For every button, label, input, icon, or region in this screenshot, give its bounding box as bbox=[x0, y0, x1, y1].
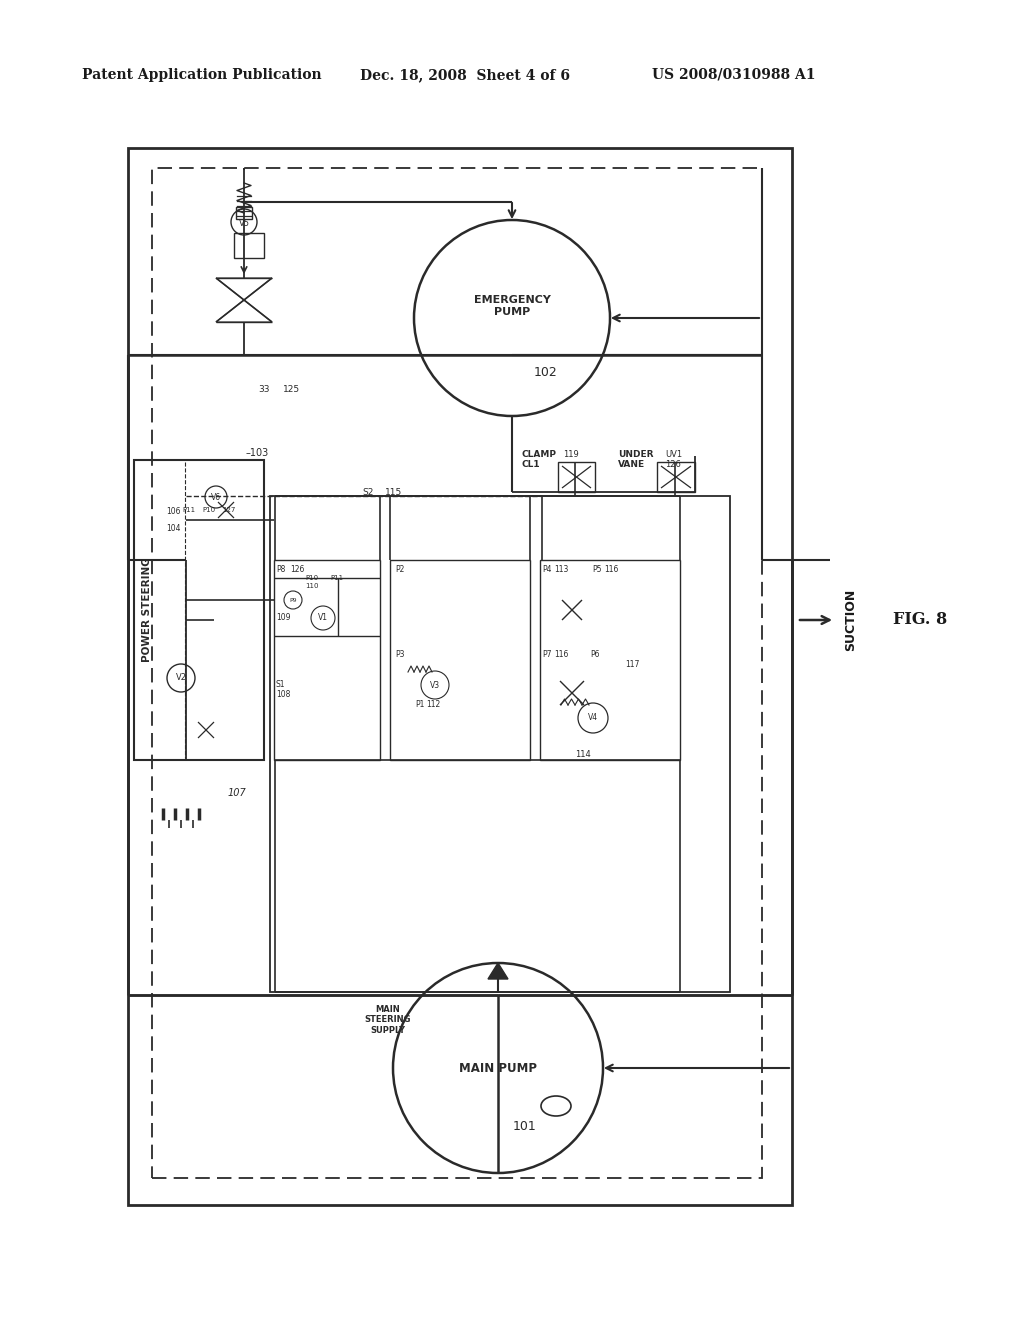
Text: V6: V6 bbox=[211, 492, 221, 502]
Bar bbox=[128, 148, 792, 1205]
Bar bbox=[152, 168, 762, 1177]
Text: MAIN
STEERING
SUPPLY: MAIN STEERING SUPPLY bbox=[365, 1005, 412, 1035]
Text: 125: 125 bbox=[283, 385, 300, 395]
Text: 102: 102 bbox=[534, 367, 558, 380]
Text: S1: S1 bbox=[276, 680, 286, 689]
Text: 117: 117 bbox=[625, 660, 639, 669]
Bar bbox=[236, 207, 252, 219]
Text: 104: 104 bbox=[166, 524, 180, 533]
Text: CLAMP
CL1: CLAMP CL1 bbox=[522, 450, 557, 470]
Text: P4: P4 bbox=[542, 565, 552, 574]
Bar bbox=[390, 560, 530, 760]
Bar bbox=[234, 234, 264, 257]
Text: 116: 116 bbox=[604, 565, 618, 574]
Text: P11: P11 bbox=[330, 576, 343, 581]
Text: V2: V2 bbox=[175, 673, 186, 682]
Text: US 2008/0310988 A1: US 2008/0310988 A1 bbox=[652, 69, 815, 82]
Text: –103: –103 bbox=[246, 447, 269, 458]
Text: 112: 112 bbox=[426, 700, 440, 709]
Text: UNDER
VANE: UNDER VANE bbox=[618, 450, 653, 470]
Text: V3: V3 bbox=[430, 681, 440, 689]
Text: 107: 107 bbox=[228, 788, 247, 799]
Text: P1: P1 bbox=[415, 700, 424, 709]
Text: P11: P11 bbox=[182, 507, 196, 513]
Text: P5: P5 bbox=[592, 565, 601, 574]
Text: P9: P9 bbox=[289, 598, 297, 602]
Text: 115: 115 bbox=[385, 488, 402, 498]
Text: UV1
126: UV1 126 bbox=[665, 450, 682, 470]
Text: V4: V4 bbox=[588, 714, 598, 722]
Text: 101: 101 bbox=[513, 1119, 537, 1133]
Text: EMERGENCY
PUMP: EMERGENCY PUMP bbox=[473, 296, 551, 317]
Text: 108: 108 bbox=[276, 690, 291, 700]
Text: P10: P10 bbox=[202, 507, 215, 513]
Text: P3: P3 bbox=[395, 649, 404, 659]
Bar bbox=[274, 560, 380, 760]
Text: 113: 113 bbox=[554, 565, 568, 574]
Bar bbox=[540, 560, 680, 760]
Text: V1: V1 bbox=[318, 614, 328, 623]
Text: POWER STEERING: POWER STEERING bbox=[142, 557, 152, 663]
Text: 126: 126 bbox=[290, 565, 304, 574]
Text: 127: 127 bbox=[222, 507, 236, 513]
Polygon shape bbox=[488, 964, 508, 979]
Text: FIG. 8: FIG. 8 bbox=[893, 611, 947, 628]
Bar bbox=[558, 462, 595, 492]
Text: V5: V5 bbox=[239, 219, 250, 227]
Text: P2: P2 bbox=[395, 565, 404, 574]
Text: Patent Application Publication: Patent Application Publication bbox=[82, 69, 322, 82]
Text: 119: 119 bbox=[563, 450, 579, 459]
Text: 114: 114 bbox=[575, 750, 591, 759]
Text: Dec. 18, 2008  Sheet 4 of 6: Dec. 18, 2008 Sheet 4 of 6 bbox=[360, 69, 570, 82]
Polygon shape bbox=[216, 279, 272, 300]
Text: 109: 109 bbox=[276, 612, 291, 622]
Text: P7: P7 bbox=[542, 649, 552, 659]
Text: S2: S2 bbox=[362, 488, 374, 498]
Text: P6: P6 bbox=[590, 649, 599, 659]
Text: 116: 116 bbox=[554, 649, 568, 659]
Bar bbox=[657, 462, 695, 492]
Text: 106: 106 bbox=[166, 507, 180, 516]
Text: SUCTION: SUCTION bbox=[844, 589, 857, 651]
Text: 110: 110 bbox=[305, 583, 318, 589]
Bar bbox=[270, 496, 730, 993]
Text: 33: 33 bbox=[258, 385, 269, 395]
Text: P10: P10 bbox=[305, 576, 318, 581]
Polygon shape bbox=[216, 300, 272, 322]
Text: MAIN PUMP: MAIN PUMP bbox=[459, 1061, 537, 1074]
Bar bbox=[134, 459, 264, 760]
Text: P8: P8 bbox=[276, 565, 286, 574]
